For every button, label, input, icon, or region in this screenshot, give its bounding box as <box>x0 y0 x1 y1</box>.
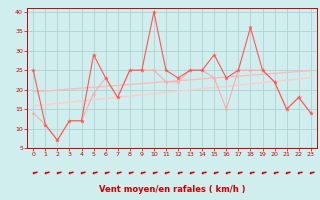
Text: ⬋: ⬋ <box>77 169 85 177</box>
Text: ⬋: ⬋ <box>150 169 158 177</box>
Text: ⬋: ⬋ <box>210 169 218 177</box>
Text: ⬋: ⬋ <box>29 169 37 177</box>
Text: ⬋: ⬋ <box>41 169 49 177</box>
Text: Vent moyen/en rafales ( km/h ): Vent moyen/en rafales ( km/h ) <box>99 186 245 194</box>
Text: ⬋: ⬋ <box>90 169 98 177</box>
Text: ⬋: ⬋ <box>307 169 315 177</box>
Text: ⬋: ⬋ <box>222 169 230 177</box>
Text: ⬋: ⬋ <box>114 169 122 177</box>
Text: ⬋: ⬋ <box>198 169 206 177</box>
Text: ⬋: ⬋ <box>65 169 74 177</box>
Text: ⬋: ⬋ <box>53 169 61 177</box>
Text: ⬋: ⬋ <box>186 169 194 177</box>
Text: ⬋: ⬋ <box>283 169 291 177</box>
Text: ⬋: ⬋ <box>126 169 134 177</box>
Text: ⬋: ⬋ <box>270 169 279 177</box>
Text: ⬋: ⬋ <box>295 169 303 177</box>
Text: ⬋: ⬋ <box>174 169 182 177</box>
Text: ⬋: ⬋ <box>246 169 254 177</box>
Text: ⬋: ⬋ <box>234 169 243 177</box>
Text: ⬋: ⬋ <box>162 169 170 177</box>
Text: ⬋: ⬋ <box>138 169 146 177</box>
Text: ⬋: ⬋ <box>101 169 110 177</box>
Text: ⬋: ⬋ <box>259 169 267 177</box>
